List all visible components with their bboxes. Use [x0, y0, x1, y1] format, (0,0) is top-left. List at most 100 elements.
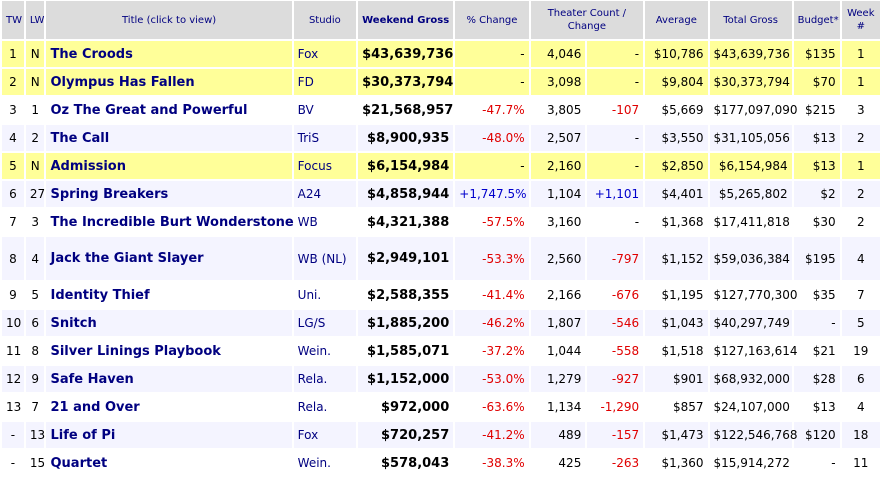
- pct-change: -37.2%: [455, 338, 529, 364]
- average: $1,360: [645, 450, 708, 476]
- rank-this-week: 8: [2, 237, 24, 280]
- studio: Fox: [293, 41, 357, 67]
- budget: $13: [793, 125, 840, 151]
- budget: $120: [793, 422, 840, 448]
- average: $1,152: [645, 237, 708, 280]
- theater-count: 4,046: [530, 41, 586, 67]
- header-weekend-gross[interactable]: Weekend Gross: [358, 1, 454, 39]
- theater-count: 2,160: [530, 153, 586, 179]
- movie-title-link[interactable]: Quartet: [46, 450, 292, 476]
- rank-this-week: -: [2, 450, 24, 476]
- studio: TriS: [293, 125, 357, 151]
- movie-title-link[interactable]: Spring Breakers: [46, 181, 292, 207]
- pct-change: -41.2%: [455, 422, 529, 448]
- week-number: 6: [841, 366, 880, 392]
- rank-this-week: 13: [2, 394, 24, 420]
- theater-count: 1,134: [530, 394, 586, 420]
- total-gross: $24,107,000: [709, 394, 792, 420]
- budget: $135: [793, 41, 840, 67]
- weekend-gross: $1,585,071: [358, 338, 454, 364]
- average: $10,786: [645, 41, 708, 67]
- budget: -: [793, 450, 840, 476]
- header-budget[interactable]: Budget*: [793, 1, 840, 39]
- pct-change: -53.0%: [455, 366, 529, 392]
- header-average[interactable]: Average: [645, 1, 708, 39]
- header-title: Title (click to view): [46, 1, 292, 39]
- movie-title-link[interactable]: Admission: [46, 153, 292, 179]
- total-gross: $127,770,300: [709, 282, 798, 308]
- studio: FD: [293, 69, 357, 95]
- studio: A24: [293, 181, 357, 207]
- movie-title-link[interactable]: The Call: [46, 125, 292, 151]
- movie-title-link[interactable]: Jack the Giant Slayer: [46, 237, 292, 280]
- header-studio: Studio: [293, 1, 357, 39]
- studio: LG/S: [293, 310, 357, 336]
- theater-count: 425: [530, 450, 586, 476]
- rank-this-week: 7: [2, 209, 24, 235]
- movie-title-link[interactable]: Life of Pi: [46, 422, 292, 448]
- average: $901: [645, 366, 708, 392]
- studio: Fox: [293, 422, 357, 448]
- pct-change: -57.5%: [455, 209, 529, 235]
- rank-this-week: 2: [2, 69, 24, 95]
- average: $1,368: [645, 209, 708, 235]
- rank-this-week: 3: [2, 97, 24, 123]
- pct-change: -: [455, 153, 529, 179]
- theater-change: -263: [587, 450, 644, 476]
- movie-title-link[interactable]: 21 and Over: [46, 394, 292, 420]
- budget: $215: [793, 97, 840, 123]
- pct-change: -: [455, 41, 529, 67]
- movie-title-link[interactable]: Safe Haven: [46, 366, 292, 392]
- budget: $13: [793, 153, 840, 179]
- table-row: 4 2 The Call TriS $8,900,935 -48.0% 2,507- $3,5…: [2, 125, 880, 151]
- theater-change: -558: [587, 338, 644, 364]
- average: $3,550: [645, 125, 708, 151]
- rank-last-week: 13: [25, 422, 45, 448]
- average: $9,804: [645, 69, 708, 95]
- studio: Uni.: [293, 282, 357, 308]
- movie-title-link[interactable]: Oz The Great and Powerful: [46, 97, 292, 123]
- rank-this-week: 5: [2, 153, 24, 179]
- table-row: 6 27 Spring Breakers A24 $4,858,944 +1,747.5%…: [2, 181, 880, 207]
- budget: $195: [793, 237, 840, 280]
- movie-title-link[interactable]: Olympus Has Fallen: [46, 69, 292, 95]
- weekend-gross: $4,858,944: [358, 181, 454, 207]
- week-number: 1: [841, 153, 880, 179]
- pct-change: +1,747.5%: [455, 181, 529, 207]
- studio: WB (NL): [293, 237, 357, 280]
- header-total-gross[interactable]: Total Gross: [709, 1, 792, 39]
- rank-this-week: 12: [2, 366, 24, 392]
- table-row: 3 1 Oz The Great and Powerful BV $21,568,957…: [2, 97, 880, 123]
- weekend-gross: $6,154,984: [358, 153, 454, 179]
- total-gross: $43,639,736: [709, 41, 792, 67]
- studio: Wein.: [293, 450, 357, 476]
- rank-last-week: N: [25, 69, 45, 95]
- weekend-gross: $21,568,957: [358, 97, 453, 123]
- header-lw: LW: [25, 1, 45, 39]
- average: $4,401: [645, 181, 708, 207]
- theater-count: 489: [530, 422, 586, 448]
- movie-title-link[interactable]: Identity Thief: [46, 282, 292, 308]
- pct-change: -47.7%: [455, 97, 529, 123]
- header-pct-change[interactable]: % Change: [455, 1, 529, 39]
- rank-last-week: 27: [25, 181, 45, 207]
- movie-title-link[interactable]: The Croods: [46, 41, 292, 67]
- header-week[interactable]: Week #: [841, 1, 880, 39]
- total-gross: $59,036,384: [709, 237, 792, 280]
- movie-title-link[interactable]: The Incredible Burt Wonderstone: [46, 209, 294, 235]
- rank-this-week: 10: [2, 310, 24, 336]
- studio: Rela.: [293, 394, 357, 420]
- header-theater-count[interactable]: Theater Count / Change: [530, 1, 644, 39]
- studio: Wein.: [293, 338, 357, 364]
- movie-title-link[interactable]: Snitch: [46, 310, 292, 336]
- table-row: 11 8 Silver Linings Playbook Wein. $1,585,07…: [2, 338, 880, 364]
- week-number: 3: [841, 97, 880, 123]
- week-number: 4: [841, 394, 880, 420]
- theater-change: -: [587, 125, 644, 151]
- week-number: 2: [841, 209, 880, 235]
- theater-change: -676: [587, 282, 644, 308]
- total-gross: $15,914,272: [709, 450, 792, 476]
- weekend-gross: $2,588,355: [358, 282, 454, 308]
- movie-title-link[interactable]: Silver Linings Playbook: [46, 338, 292, 364]
